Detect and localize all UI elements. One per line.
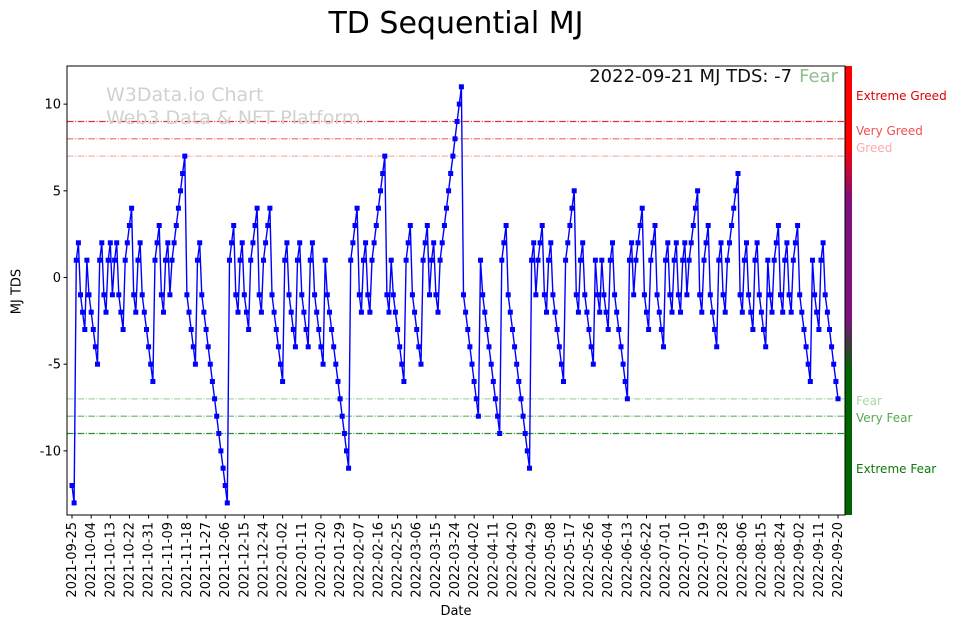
x-tick-label: 2022-08-06	[735, 522, 750, 598]
x-tick-label: 2022-07-01	[659, 522, 674, 598]
annotation-text: 2022-09-21 MJ TDS: -7	[589, 66, 793, 87]
x-tick-label: 2021-10-13	[103, 522, 118, 598]
x-axis-label: Date	[440, 604, 472, 619]
annotation-classification: Fear	[799, 66, 838, 87]
x-tick-label: 2022-08-24	[774, 522, 789, 598]
plot-border	[66, 65, 846, 516]
tds-markers	[69, 84, 841, 506]
x-tick-label: 2022-05-08	[544, 522, 559, 598]
x-tick-label: 2022-05-17	[563, 522, 578, 598]
x-tick-label: 2022-02-25	[391, 522, 406, 598]
x-tick-label: 2022-09-20	[831, 522, 846, 598]
x-tick-label: 2022-05-26	[582, 522, 597, 598]
x-tick-label: 2022-06-22	[640, 522, 655, 598]
x-tick-label: 2022-04-11	[486, 522, 501, 598]
y-tick-label: 10	[44, 98, 61, 113]
x-axis-ticks: 2021-09-25 2021-10-04 2021-10-13 2021-10-22…	[65, 515, 846, 598]
x-tick-label: 2021-12-24	[257, 522, 272, 598]
x-tick-label: 2022-01-29	[333, 522, 348, 598]
zone-label-greed: Greed	[856, 141, 893, 155]
x-tick-label: 2021-10-22	[122, 522, 137, 598]
y-tick-label: -5	[48, 358, 61, 373]
x-tick-label: 2021-09-25	[65, 522, 80, 598]
latest-value-annotation: 2022-09-21 MJ TDS: -7 Fear	[589, 66, 838, 87]
x-tick-label: 2021-12-06	[218, 522, 233, 598]
x-tick-label: 2022-02-16	[371, 522, 386, 598]
y-axis-ticks: 10 5 0 -5 -10	[40, 98, 67, 459]
x-tick-label: 2021-10-04	[84, 522, 99, 598]
x-tick-label: 2022-06-04	[601, 522, 616, 598]
zone-label-extreme-fear: Extreme Fear	[856, 462, 937, 476]
y-tick-label: 5	[53, 184, 61, 199]
x-tick-label: 2021-10-31	[142, 522, 157, 598]
x-tick-label: 2022-01-20	[314, 522, 329, 598]
zone-label-fear: Fear	[856, 394, 882, 408]
zone-label-extreme-greed: Extreme Greed	[856, 89, 947, 103]
x-tick-label: 2022-09-02	[793, 522, 808, 598]
x-tick-label: 2022-08-15	[754, 522, 769, 598]
watermark-line-1: W3Data.io Chart	[106, 84, 264, 106]
x-tick-label: 2022-03-24	[448, 522, 463, 598]
x-tick-label: 2022-07-10	[678, 522, 693, 598]
x-tick-label: 2022-02-07	[352, 522, 367, 598]
y-tick-label: -10	[40, 444, 61, 459]
threshold-lines	[67, 120, 845, 435]
zone-label-very-greed: Very Greed	[856, 124, 923, 138]
x-tick-label: 2022-01-11	[295, 522, 310, 598]
x-tick-label: 2021-11-27	[199, 522, 214, 598]
x-tick-label: 2022-03-15	[429, 522, 444, 598]
x-tick-label: 2021-11-18	[180, 522, 195, 598]
x-tick-label: 2022-07-19	[697, 522, 712, 598]
y-axis-label: MJ TDS	[9, 268, 25, 315]
y-tick-label: 0	[53, 271, 61, 286]
x-tick-label: 2022-07-28	[716, 522, 731, 598]
chart-title: TD Sequential MJ	[328, 6, 584, 41]
watermark-line-2: Web3 Data & NFT Platform	[106, 107, 361, 129]
sentiment-colorbar	[845, 66, 852, 515]
x-tick-label: 2022-01-02	[276, 522, 291, 598]
x-tick-label: 2022-03-06	[410, 522, 425, 598]
x-tick-label: 2021-11-09	[161, 522, 176, 598]
x-tick-label: 2022-09-11	[812, 522, 827, 598]
x-tick-label: 2022-04-29	[525, 522, 540, 598]
x-tick-label: 2022-04-20	[505, 522, 520, 598]
x-tick-label: 2021-12-15	[237, 522, 252, 598]
x-tick-label: 2022-06-13	[620, 522, 635, 598]
x-tick-label: 2022-04-02	[467, 522, 482, 598]
zone-label-very-fear: Very Fear	[856, 411, 913, 425]
